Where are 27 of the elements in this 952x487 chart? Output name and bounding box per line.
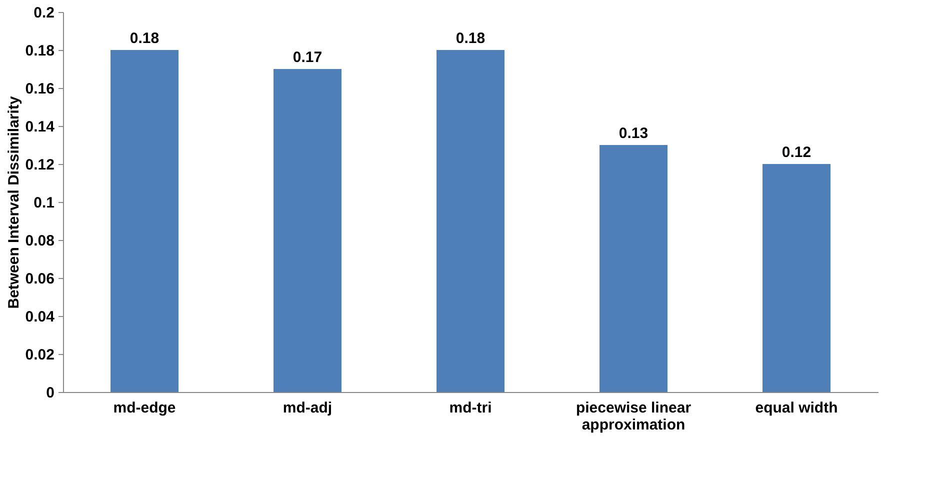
bar	[110, 50, 178, 392]
y-tick-label: 0.18	[25, 42, 54, 60]
bar	[436, 50, 504, 392]
x-tick-label: piecewise linear approximation	[576, 400, 692, 434]
data-label: 0.13	[618, 125, 648, 142]
x-tick-label: equal width	[755, 400, 838, 416]
y-tick-label: 0.1	[34, 194, 54, 212]
y-tick-label: 0.06	[25, 270, 54, 288]
bar	[600, 145, 668, 392]
y-tick-label: 0.16	[25, 80, 54, 98]
x-tick-label: md-adj	[282, 400, 332, 416]
y-axis-title: Between Interval Dissimilarity	[5, 96, 22, 309]
data-label: 0.12	[782, 144, 812, 161]
data-label: 0.17	[292, 49, 322, 66]
x-tick-label: md-edge	[113, 400, 176, 416]
data-label: 0.18	[456, 30, 486, 47]
data-label: 0.18	[130, 30, 160, 47]
y-tick-label: 0.12	[25, 156, 54, 174]
bar	[762, 164, 830, 392]
bar	[274, 69, 342, 392]
y-tick-label: 0.08	[25, 232, 54, 250]
y-tick-label: 0.14	[25, 118, 56, 136]
x-tick-label: md-tri	[449, 400, 492, 416]
y-tick-label: 0.2	[34, 4, 54, 22]
y-tick-label: 0	[46, 384, 54, 402]
y-tick-label: 0.04	[25, 308, 56, 326]
y-tick-label: 0.02	[25, 346, 54, 364]
